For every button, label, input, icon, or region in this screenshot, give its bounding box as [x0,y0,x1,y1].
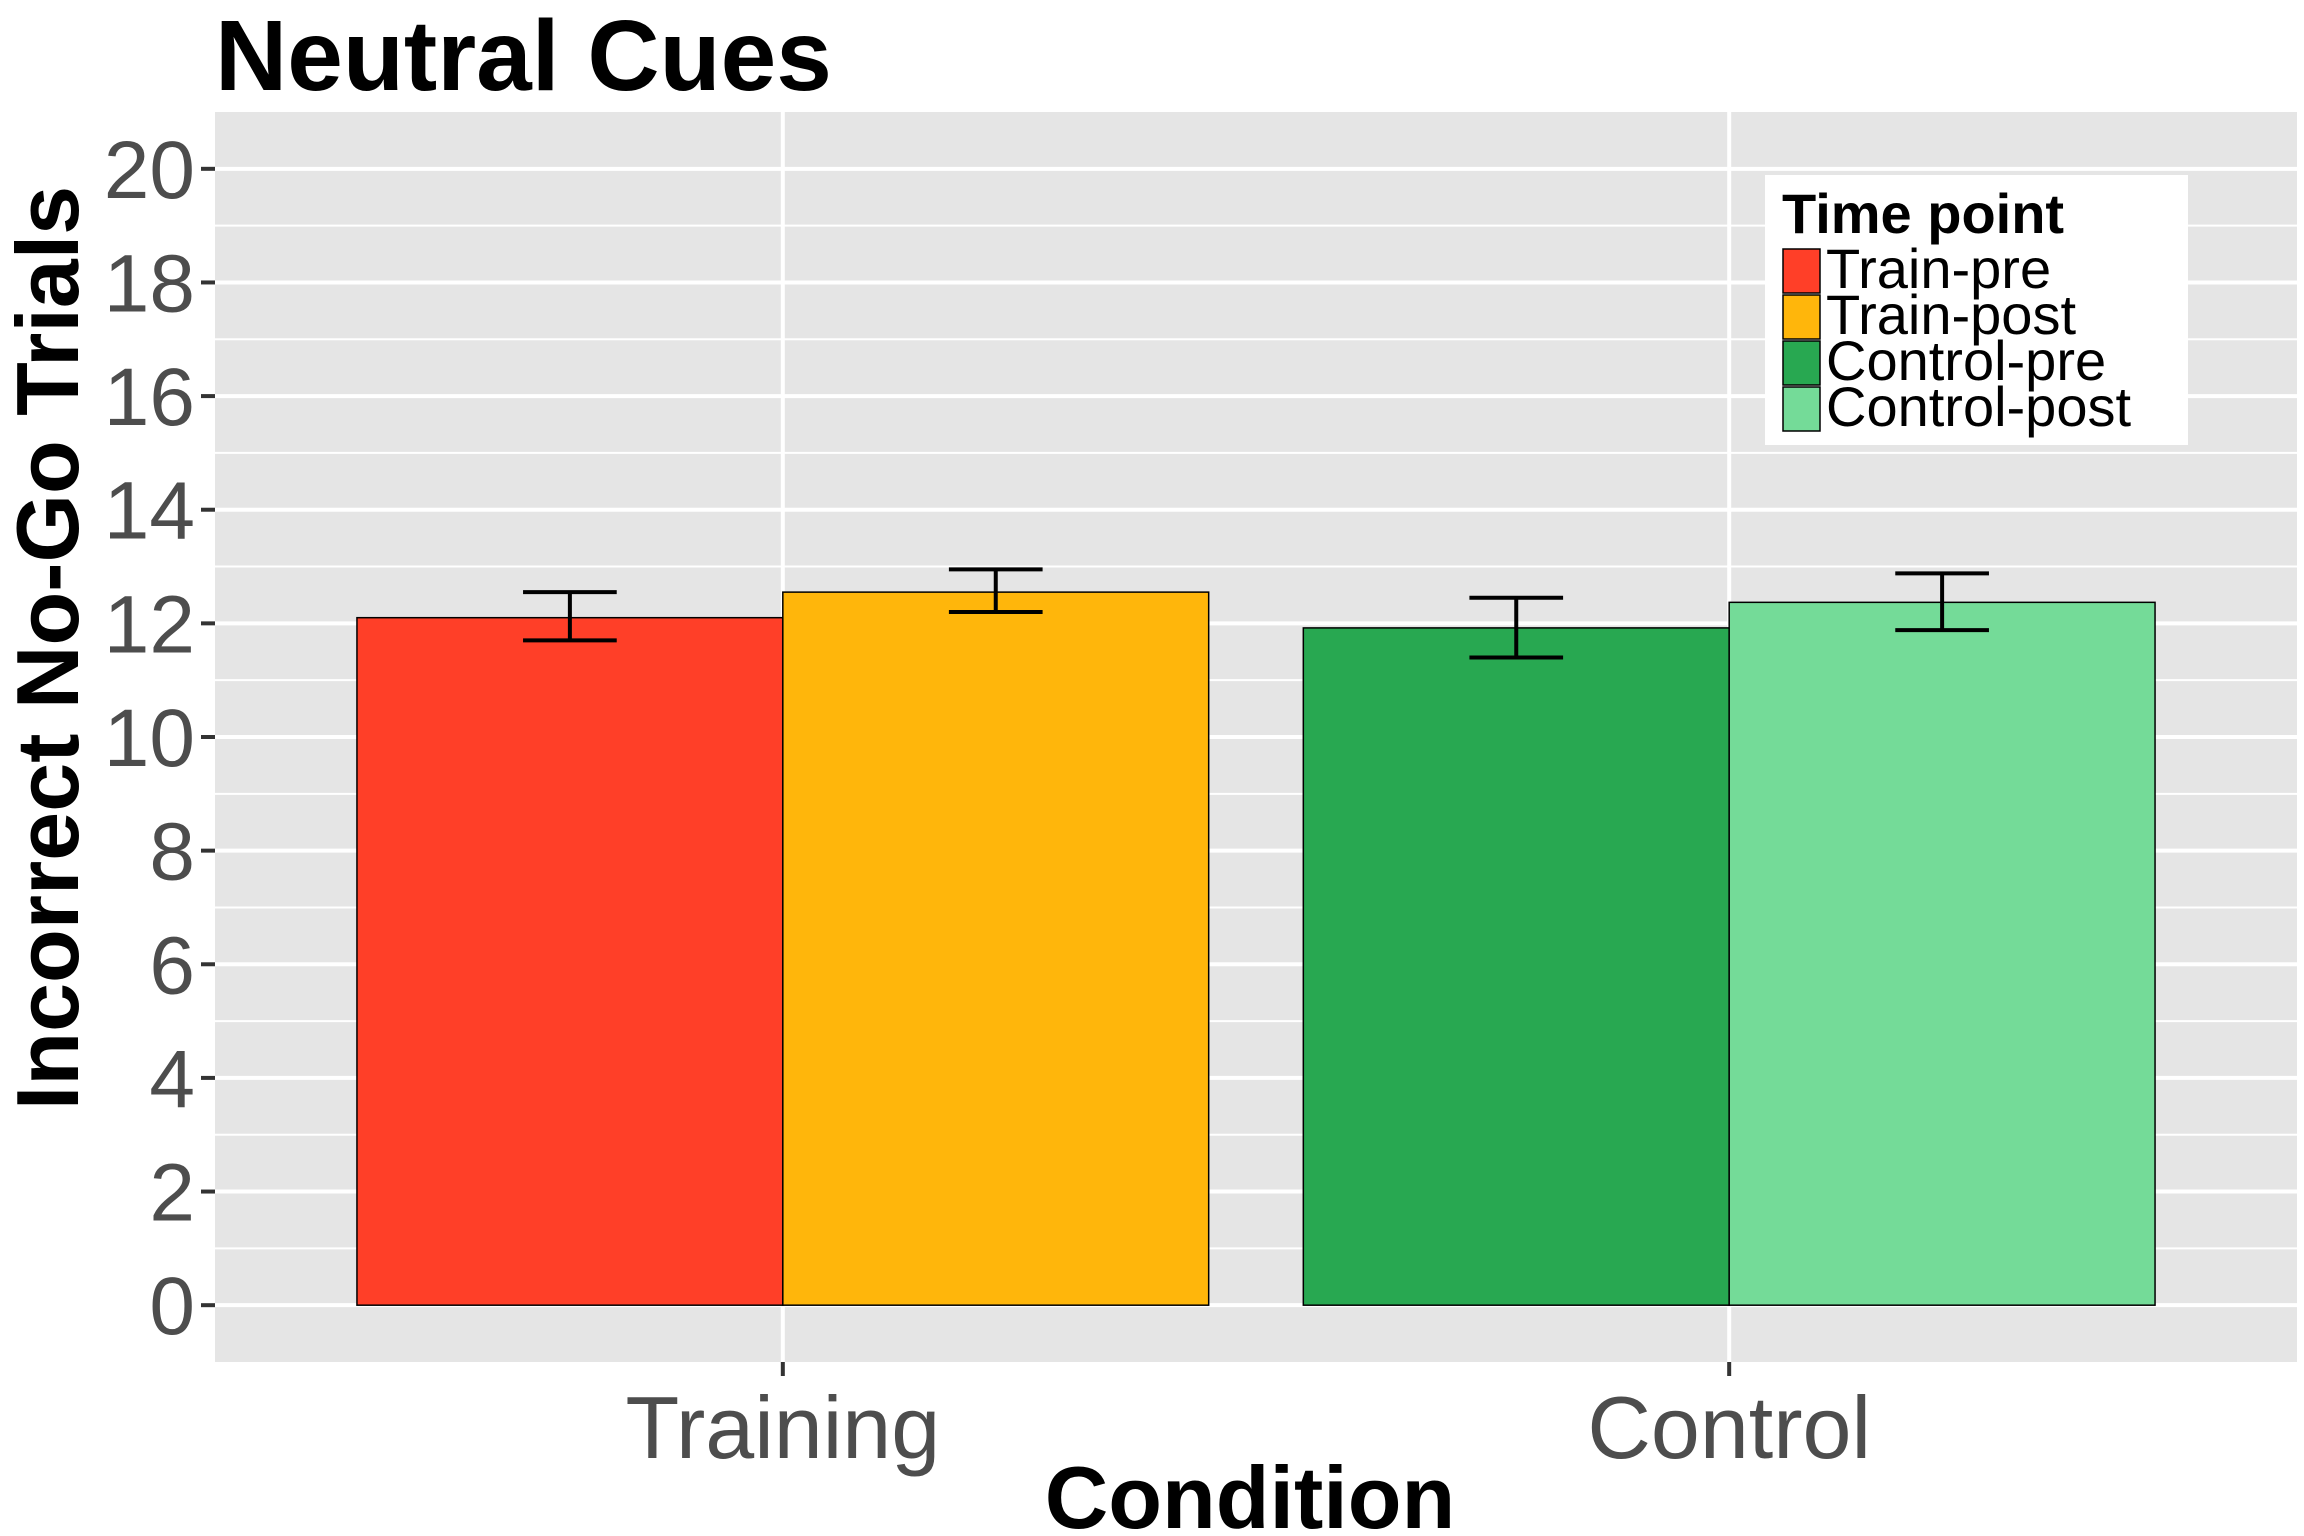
legend-swatch [1782,248,1821,294]
y-tick-label: 14 [104,466,195,557]
bar-control-pre [1302,627,1730,1306]
error-bars [523,567,1989,660]
y-tick-label: 2 [149,1148,195,1239]
legend-background [1765,175,2188,445]
legend-label: Control-pre [1826,329,2106,392]
y-tick-label: 16 [104,352,195,443]
legend-swatch [1782,294,1821,340]
legend-swatch [1782,340,1821,386]
legend-label: Train-pre [1826,237,2051,300]
bar-control-post [1728,601,2156,1306]
y-tick-label: 6 [149,920,195,1011]
y-tick-label: 10 [104,693,195,784]
y-tick-label: 4 [149,1034,195,1125]
x-axis-label: Condition [1045,1448,1456,1536]
x-axis: Training Control [625,1362,1871,1477]
legend-title: Time point [1782,182,2064,245]
y-tick-label: 12 [104,579,195,670]
chart-title: Neutral Cues [215,0,832,112]
y-tick-label: 8 [149,807,195,898]
bars [356,591,2156,1306]
legend: Time point Train-preTrain-postControl-pr… [1765,175,2188,445]
bar-train-pre [356,616,784,1306]
x-tick-label: Training [625,1378,940,1477]
bar-train-post [782,591,1210,1306]
legend-swatch [1782,386,1821,432]
y-axis: 0 2 4 6 8 10 12 14 16 18 20 [104,125,215,1352]
legend-label: Control-post [1826,375,2131,438]
legend-label: Train-post [1826,283,2076,346]
y-tick-label: 0 [149,1261,195,1352]
legend-items: Train-preTrain-postControl-preControl-po… [1782,237,2131,438]
y-tick-label: 18 [104,238,195,329]
y-tick-label: 20 [104,125,195,216]
y-axis-label: Incorrect No-Go Trials [0,186,97,1110]
x-tick-label: Control [1587,1378,1871,1477]
